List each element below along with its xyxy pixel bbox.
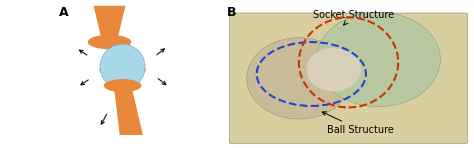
Ellipse shape <box>306 48 361 91</box>
Text: B: B <box>227 6 237 19</box>
Ellipse shape <box>247 38 351 119</box>
Text: Ball Structure: Ball Structure <box>322 112 394 135</box>
Polygon shape <box>93 6 126 42</box>
Text: A: A <box>59 6 68 19</box>
Circle shape <box>100 44 145 89</box>
Ellipse shape <box>104 79 141 92</box>
Ellipse shape <box>100 61 146 78</box>
Ellipse shape <box>88 35 131 49</box>
Polygon shape <box>114 86 143 135</box>
Ellipse shape <box>316 12 440 107</box>
FancyBboxPatch shape <box>229 13 468 144</box>
Text: Socket Structure: Socket Structure <box>313 10 394 25</box>
